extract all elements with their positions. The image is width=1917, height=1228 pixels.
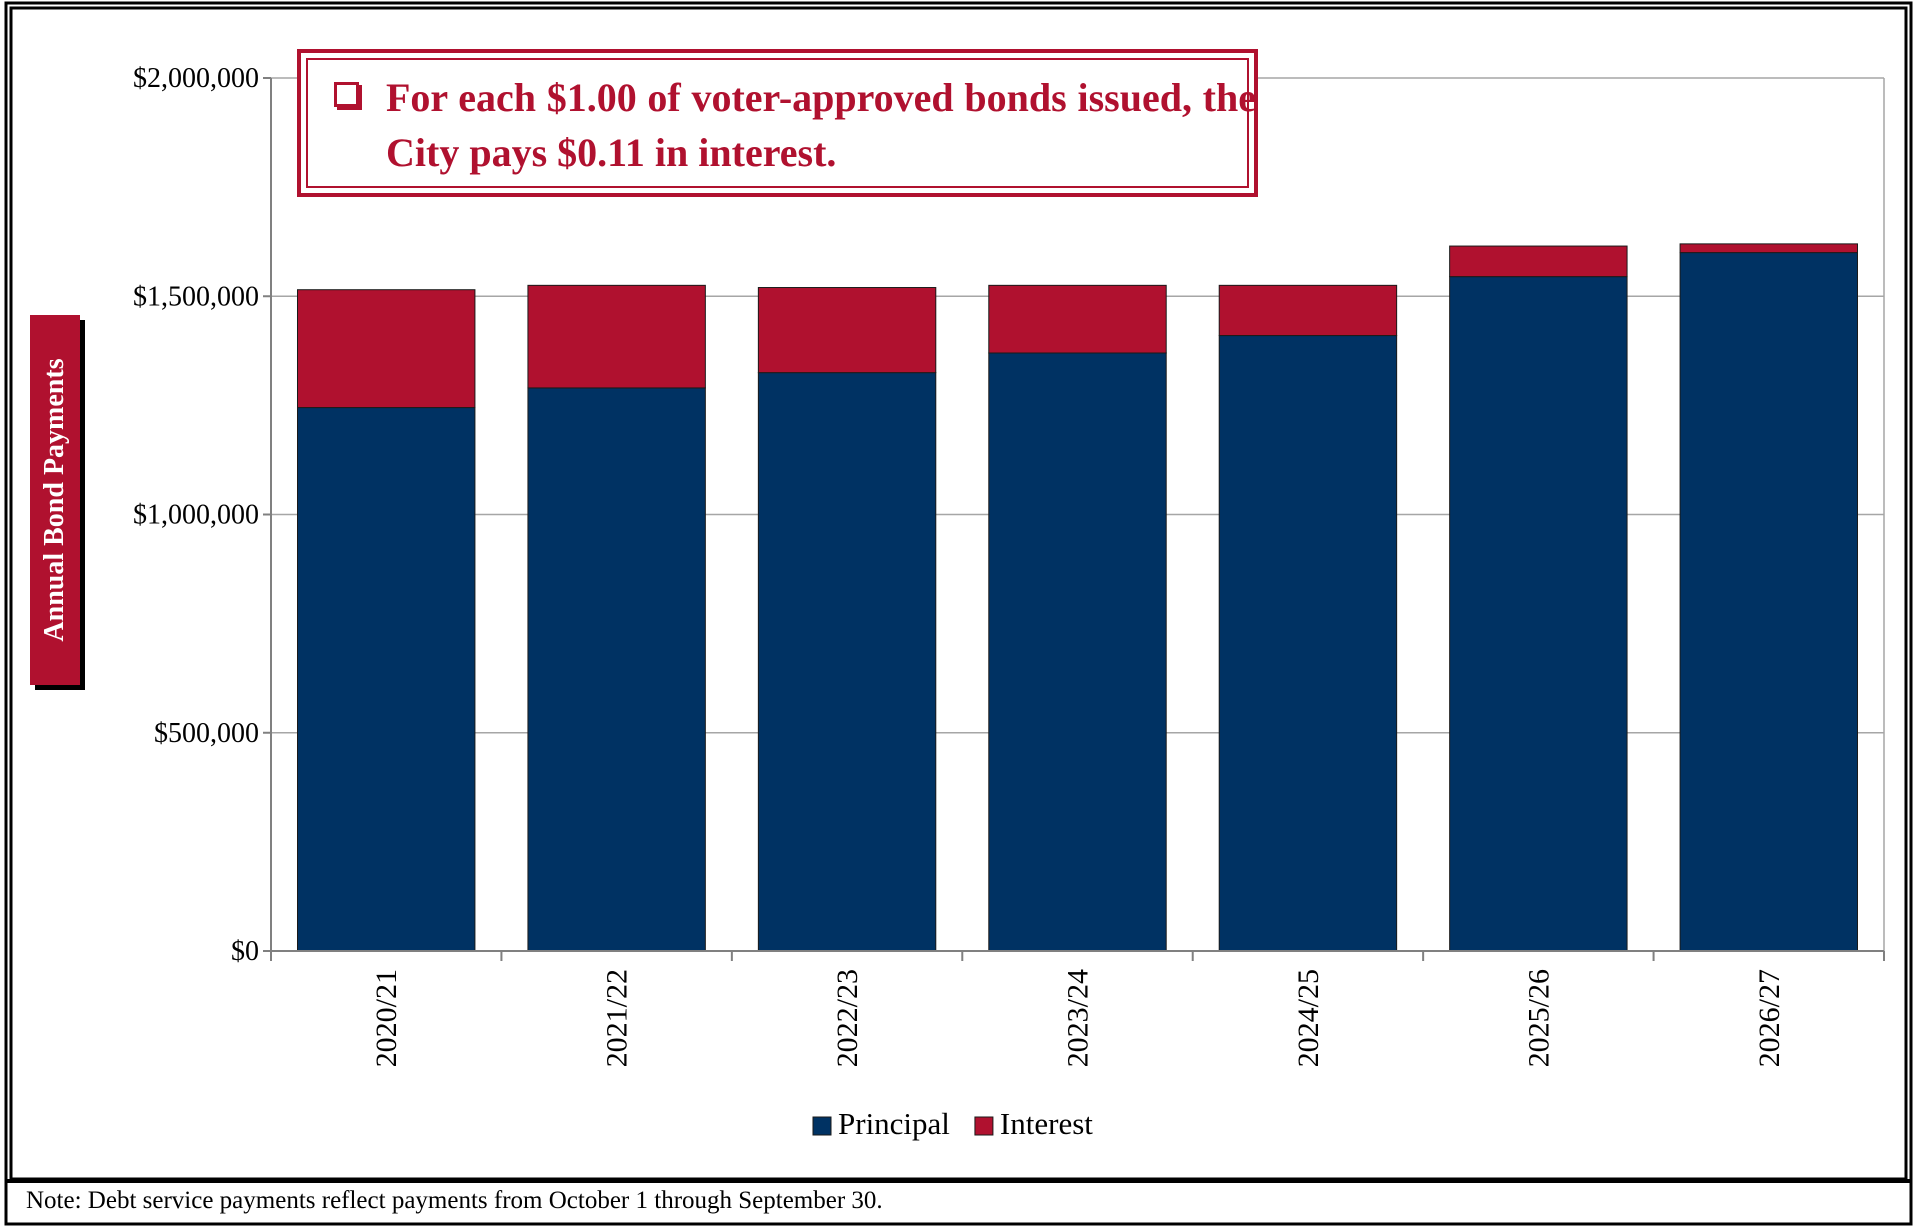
- outer-border: [4, 1, 1913, 1226]
- legend: Principal Interest: [812, 1106, 1093, 1141]
- y-tick-label: $2,000,000: [133, 63, 259, 94]
- bar-interest: [1218, 284, 1398, 337]
- y-axis-label-box: Annual Bond Payments: [30, 315, 80, 685]
- bar-interest: [527, 284, 706, 389]
- x-tick-label: 2026/27: [1753, 969, 1786, 1067]
- bar-interest: [757, 287, 937, 374]
- y-tick-label: $500,000: [154, 718, 259, 749]
- bar-interest: [988, 284, 1167, 354]
- bar-interest: [296, 289, 476, 409]
- x-tick-label: 2021/22: [601, 969, 634, 1067]
- bar-interest: [1449, 245, 1628, 278]
- y-tick-label: $1,500,000: [133, 281, 259, 312]
- bar-principal: [1449, 276, 1628, 952]
- interest-callout: [297, 49, 1258, 197]
- footnote: Note: Debt service payments reflect paym…: [26, 1187, 883, 1214]
- legend-swatch-interest: [974, 1116, 994, 1136]
- bar-principal: [1218, 335, 1398, 952]
- bar-principal: [757, 372, 937, 952]
- x-tick-label: 2022/23: [831, 969, 864, 1067]
- x-tick-label: 2025/26: [1522, 969, 1555, 1067]
- x-tick-label: 2020/21: [370, 969, 403, 1067]
- legend-label-principal: Principal: [838, 1106, 950, 1141]
- y-tick-label: $0: [231, 936, 259, 967]
- bars: [296, 243, 1859, 952]
- bar-principal: [296, 407, 476, 952]
- x-tick-label: 2023/24: [1062, 969, 1095, 1067]
- callout-text: For each $1.00 of voter-approved bonds i…: [386, 75, 1256, 175]
- bar-principal: [988, 352, 1167, 952]
- y-axis-label: Annual Bond Payments: [39, 358, 70, 642]
- legend-label-interest: Interest: [1000, 1106, 1093, 1141]
- legend-swatch-principal: [812, 1116, 832, 1136]
- bar-interest: [1679, 243, 1859, 254]
- y-tick-label: $1,000,000: [133, 500, 259, 531]
- callout-inner-border: [306, 58, 1249, 188]
- bar-principal: [527, 387, 706, 952]
- checkbox-bullet-icon: [334, 82, 359, 107]
- bar-principal: [1679, 252, 1859, 952]
- axes: $0 $500,000 $1,000,000 $1,500,000 $2,000,000…: [133, 63, 1885, 1067]
- x-tick-label: 2024/25: [1292, 969, 1325, 1067]
